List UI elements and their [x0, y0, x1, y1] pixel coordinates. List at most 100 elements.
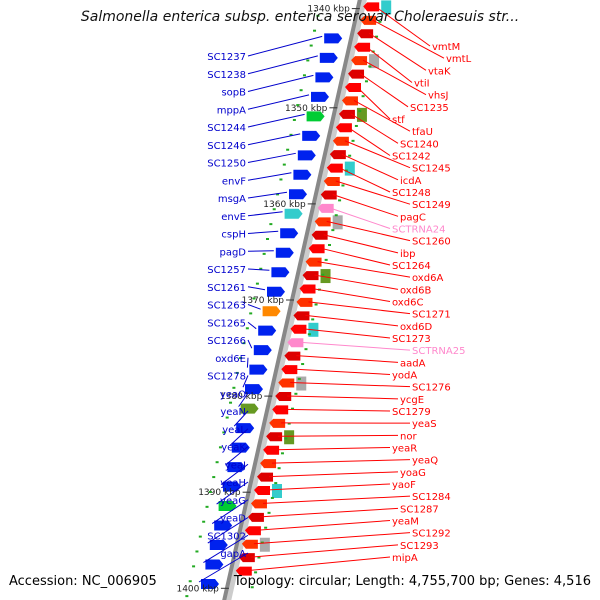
- gene-label-reverse[interactable]: yodA: [392, 371, 417, 382]
- gene-feature-reverse[interactable]: [320, 190, 337, 200]
- gene-feature-forward[interactable]: [223, 481, 241, 492]
- gene-feature-reverse[interactable]: [254, 486, 270, 495]
- gene-label-forward[interactable]: yeaK: [221, 443, 246, 454]
- gene-feature-forward[interactable]: [201, 579, 219, 589]
- gene-feature-block[interactable]: [381, 0, 392, 15]
- gene-label-reverse[interactable]: aadA: [400, 358, 426, 369]
- gene-feature-forward[interactable]: [209, 540, 228, 551]
- gene-feature-reverse[interactable]: [238, 553, 255, 563]
- gene-label-forward[interactable]: SC1246: [207, 141, 246, 152]
- gene-feature-reverse[interactable]: [302, 271, 319, 281]
- gene-label-reverse[interactable]: vtiI: [414, 79, 430, 90]
- gene-feature-reverse[interactable]: [281, 365, 298, 375]
- gene-label-forward[interactable]: SC1278: [207, 372, 246, 383]
- gene-feature-reverse[interactable]: [257, 472, 274, 482]
- gene-feature-forward[interactable]: [302, 130, 321, 141]
- gene-label-reverse[interactable]: oxd6C: [392, 298, 423, 309]
- gene-label-forward[interactable]: oxd6E: [215, 354, 246, 365]
- gene-label-forward[interactable]: yeaN: [220, 407, 246, 418]
- gene-feature-forward[interactable]: [236, 423, 255, 434]
- gene-label-reverse[interactable]: SC1242: [392, 152, 431, 163]
- gene-label-forward[interactable]: yeaH: [220, 478, 246, 489]
- gene-feature-forward[interactable]: [231, 442, 250, 453]
- gene-feature-forward[interactable]: [315, 72, 334, 83]
- gene-feature-forward[interactable]: [293, 169, 312, 180]
- gene-label-forward[interactable]: yeaL: [222, 425, 246, 436]
- gene-label-reverse[interactable]: vmtL: [446, 54, 472, 65]
- gene-label-reverse[interactable]: tfaU: [412, 127, 433, 138]
- gene-label-reverse[interactable]: vtaK: [428, 66, 451, 77]
- gene-label-reverse[interactable]: yeaM: [392, 517, 419, 528]
- gene-label-reverse[interactable]: stf: [392, 115, 405, 126]
- gene-label-forward[interactable]: envF: [222, 176, 246, 187]
- gene-feature-block[interactable]: [344, 161, 355, 176]
- gene-feature-reverse[interactable]: [338, 109, 355, 119]
- gene-feature-forward[interactable]: [262, 306, 281, 317]
- gene-feature-reverse[interactable]: [247, 512, 264, 522]
- gene-feature-block[interactable]: [259, 537, 270, 552]
- gene-feature-forward[interactable]: [267, 286, 285, 297]
- gene-label-reverse[interactable]: SC1249: [412, 200, 451, 211]
- gene-feature-reverse[interactable]: [278, 378, 295, 388]
- gene-label-reverse[interactable]: yeaQ: [412, 456, 438, 467]
- gene-label-forward[interactable]: SC1265: [207, 318, 246, 329]
- gene-label-forward[interactable]: pagD: [219, 247, 246, 258]
- gene-feature-forward[interactable]: [324, 33, 343, 44]
- gene-label-reverse[interactable]: yeaR: [392, 444, 417, 455]
- gene-feature-forward[interactable]: [289, 189, 307, 200]
- gene-feature-reverse[interactable]: [284, 351, 301, 361]
- gene-feature-forward[interactable]: [240, 403, 259, 414]
- gene-label-forward[interactable]: SC1261: [207, 283, 246, 294]
- gene-feature-reverse[interactable]: [363, 2, 380, 12]
- gene-feature-reverse[interactable]: [329, 150, 346, 160]
- gene-feature-forward[interactable]: [253, 345, 272, 356]
- gene-feature-forward[interactable]: [306, 111, 325, 122]
- gene-label-forward[interactable]: SC1237: [207, 52, 246, 63]
- gene-feature-reverse[interactable]: [275, 391, 292, 401]
- gene-feature-reverse[interactable]: [272, 405, 289, 415]
- gene-label-forward[interactable]: gapA: [220, 549, 246, 560]
- gene-label-forward[interactable]: SC1266: [207, 336, 246, 347]
- gene-label-reverse[interactable]: ycgE: [400, 395, 424, 406]
- gene-feature-reverse[interactable]: [241, 539, 258, 549]
- gene-feature-reverse[interactable]: [345, 83, 361, 92]
- gene-label-reverse[interactable]: SC1235: [410, 103, 449, 114]
- gene-feature-reverse[interactable]: [317, 203, 334, 213]
- gene-label-forward[interactable]: SC1263: [207, 301, 246, 312]
- gene-feature-reverse[interactable]: [287, 338, 304, 348]
- gene-feature-forward[interactable]: [311, 91, 329, 102]
- gene-feature-reverse[interactable]: [250, 499, 267, 509]
- gene-feature-reverse[interactable]: [348, 69, 365, 79]
- gene-label-forward[interactable]: msgA: [218, 194, 246, 205]
- gene-label-forward[interactable]: SC1244: [207, 123, 246, 134]
- gene-label-forward[interactable]: SC1302: [207, 531, 246, 542]
- gene-label-reverse[interactable]: SC1271: [412, 310, 451, 321]
- gene-feature-forward[interactable]: [297, 150, 316, 161]
- gene-label-forward[interactable]: mppA: [217, 105, 246, 116]
- gene-feature-reverse[interactable]: [263, 445, 280, 455]
- gene-label-reverse[interactable]: SC1279: [392, 407, 431, 418]
- gene-feature-reverse[interactable]: [293, 311, 310, 321]
- gene-feature-reverse[interactable]: [354, 42, 371, 52]
- gene-feature-reverse[interactable]: [332, 136, 349, 146]
- rna-label[interactable]: SCTRNA25: [412, 346, 465, 357]
- gene-label-reverse[interactable]: SC1248: [392, 188, 431, 199]
- gene-feature-forward[interactable]: [218, 501, 237, 512]
- gene-feature-forward[interactable]: [275, 247, 294, 258]
- gene-feature-reverse[interactable]: [351, 56, 368, 66]
- gene-feature-reverse[interactable]: [266, 432, 283, 442]
- gene-feature-forward[interactable]: [271, 267, 290, 278]
- gene-label-reverse[interactable]: pagC: [400, 212, 426, 223]
- gene-feature-forward[interactable]: [284, 208, 303, 219]
- gene-label-reverse[interactable]: nor: [400, 431, 417, 442]
- gene-feature-reverse[interactable]: [305, 257, 322, 267]
- gene-label-reverse[interactable]: oxd6D: [400, 322, 432, 333]
- gene-feature-block[interactable]: [272, 484, 282, 498]
- gene-feature-reverse[interactable]: [308, 244, 325, 254]
- gene-label-forward[interactable]: yeaJ: [225, 460, 246, 471]
- gene-label-reverse[interactable]: SC1287: [400, 504, 439, 515]
- gene-label-reverse[interactable]: icdA: [400, 176, 422, 187]
- gene-label-forward[interactable]: sopB: [221, 88, 246, 99]
- gene-feature-reverse[interactable]: [360, 15, 377, 25]
- gene-feature-block[interactable]: [320, 269, 331, 284]
